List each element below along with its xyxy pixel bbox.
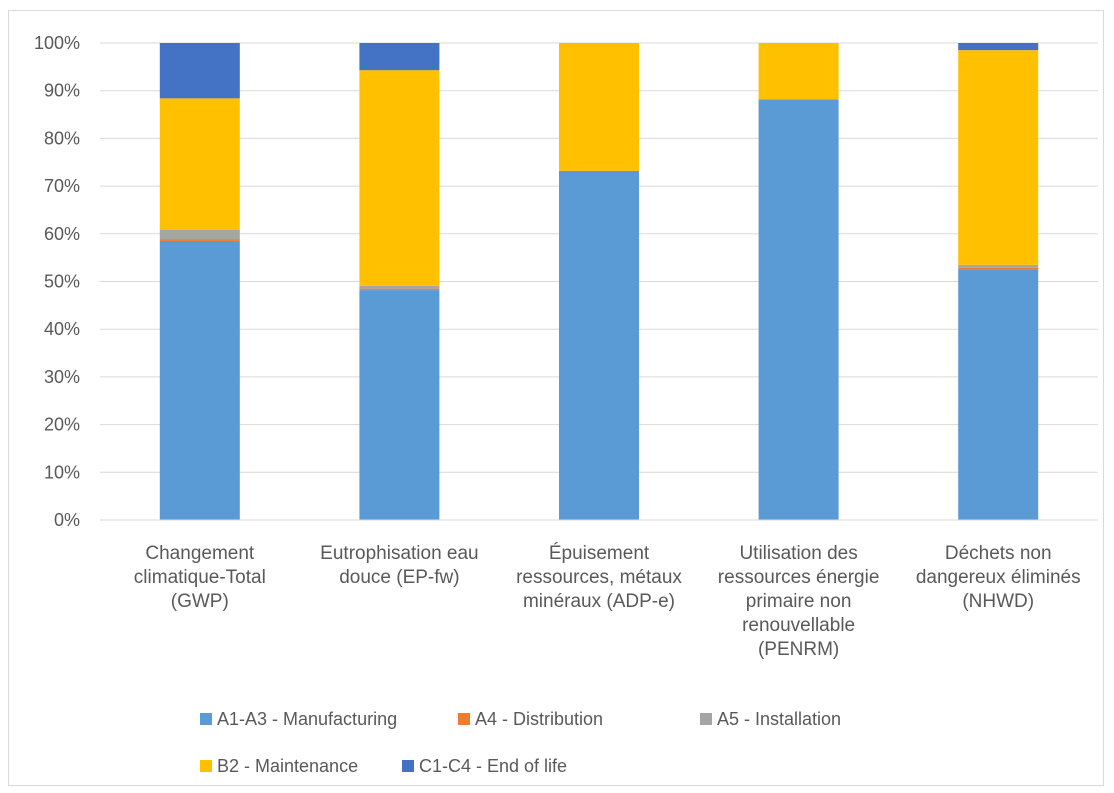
- y-tick-label: 100%: [34, 33, 80, 53]
- bar-segment: [160, 98, 240, 230]
- x-tick-label: (NHWD): [962, 591, 1034, 612]
- y-axis: 0% 10% 20% 30% 40% 50% 60% 70% 80% 90% 100%: [34, 33, 80, 530]
- x-tick-label: (GWP): [171, 591, 229, 612]
- bar-segment: [359, 43, 439, 70]
- legend-label: A5 - Installation: [717, 709, 841, 729]
- x-tick-label: ressources, métaux: [516, 567, 682, 588]
- bar-segment: [359, 70, 439, 286]
- legend-swatch: [200, 713, 212, 725]
- legend-label: A1-A3 - Manufacturing: [217, 709, 397, 729]
- x-tick-label: Épuisement: [549, 543, 650, 564]
- x-tick-label: renouvellable: [742, 615, 855, 636]
- legend-label: B2 - Maintenance: [217, 756, 358, 776]
- bar-segment: [958, 268, 1038, 269]
- x-tick-label: dangereux éliminés: [916, 567, 1081, 588]
- legend-swatch: [402, 760, 414, 772]
- y-tick-label: 70%: [44, 176, 80, 196]
- y-tick-label: 90%: [44, 81, 80, 101]
- y-tick-label: 80%: [44, 128, 80, 148]
- x-tick-label: Eutrophisation eau: [320, 543, 478, 564]
- legend-label: A4 - Distribution: [475, 709, 603, 729]
- bar-segment: [759, 99, 839, 520]
- legend-swatch: [200, 760, 212, 772]
- bar-segment: [359, 290, 439, 520]
- legend-swatch: [458, 713, 470, 725]
- bar-segment: [759, 43, 839, 99]
- bar-segment: [160, 241, 240, 520]
- bar-segment: [359, 286, 439, 289]
- x-tick-label: Changement: [145, 543, 255, 564]
- y-tick-label: 40%: [44, 319, 80, 339]
- y-tick-label: 10%: [44, 462, 80, 482]
- y-tick-label: 0%: [54, 510, 80, 530]
- y-tick-label: 50%: [44, 272, 80, 292]
- x-tick-label: douce (EP-fw): [339, 567, 459, 588]
- bar-segment: [559, 43, 639, 171]
- bar-segment: [958, 43, 1038, 50]
- y-tick-label: 30%: [44, 367, 80, 387]
- bar-segment: [160, 230, 240, 239]
- x-tick-label: (PENRM): [758, 639, 839, 660]
- x-tick-label: Déchets non: [945, 543, 1052, 564]
- y-tick-label: 60%: [44, 224, 80, 244]
- legend: A1-A3 - Manufacturing A4 - Distribution A5…: [200, 709, 841, 776]
- x-tick-label: Utilisation des: [739, 543, 857, 564]
- bar-segment: [160, 43, 240, 98]
- legend-label: C1-C4 - End of life: [419, 756, 567, 776]
- bar-segment: [958, 265, 1038, 268]
- bar-segment: [160, 239, 240, 241]
- y-tick-label: 20%: [44, 415, 80, 435]
- bar-segment: [559, 171, 639, 520]
- x-tick-label: minéraux (ADP-e): [523, 591, 675, 612]
- legend-swatch: [700, 713, 712, 725]
- x-axis: Changement climatique-Total (GWP) Eutrophis…: [100, 520, 1098, 660]
- bar-segment: [958, 50, 1038, 265]
- bar-segment: [359, 289, 439, 290]
- bar-segment: [958, 269, 1038, 520]
- x-tick-label: ressources énergie: [718, 567, 880, 588]
- x-tick-label: primaire non: [746, 591, 852, 612]
- x-tick-label: climatique-Total: [134, 567, 266, 588]
